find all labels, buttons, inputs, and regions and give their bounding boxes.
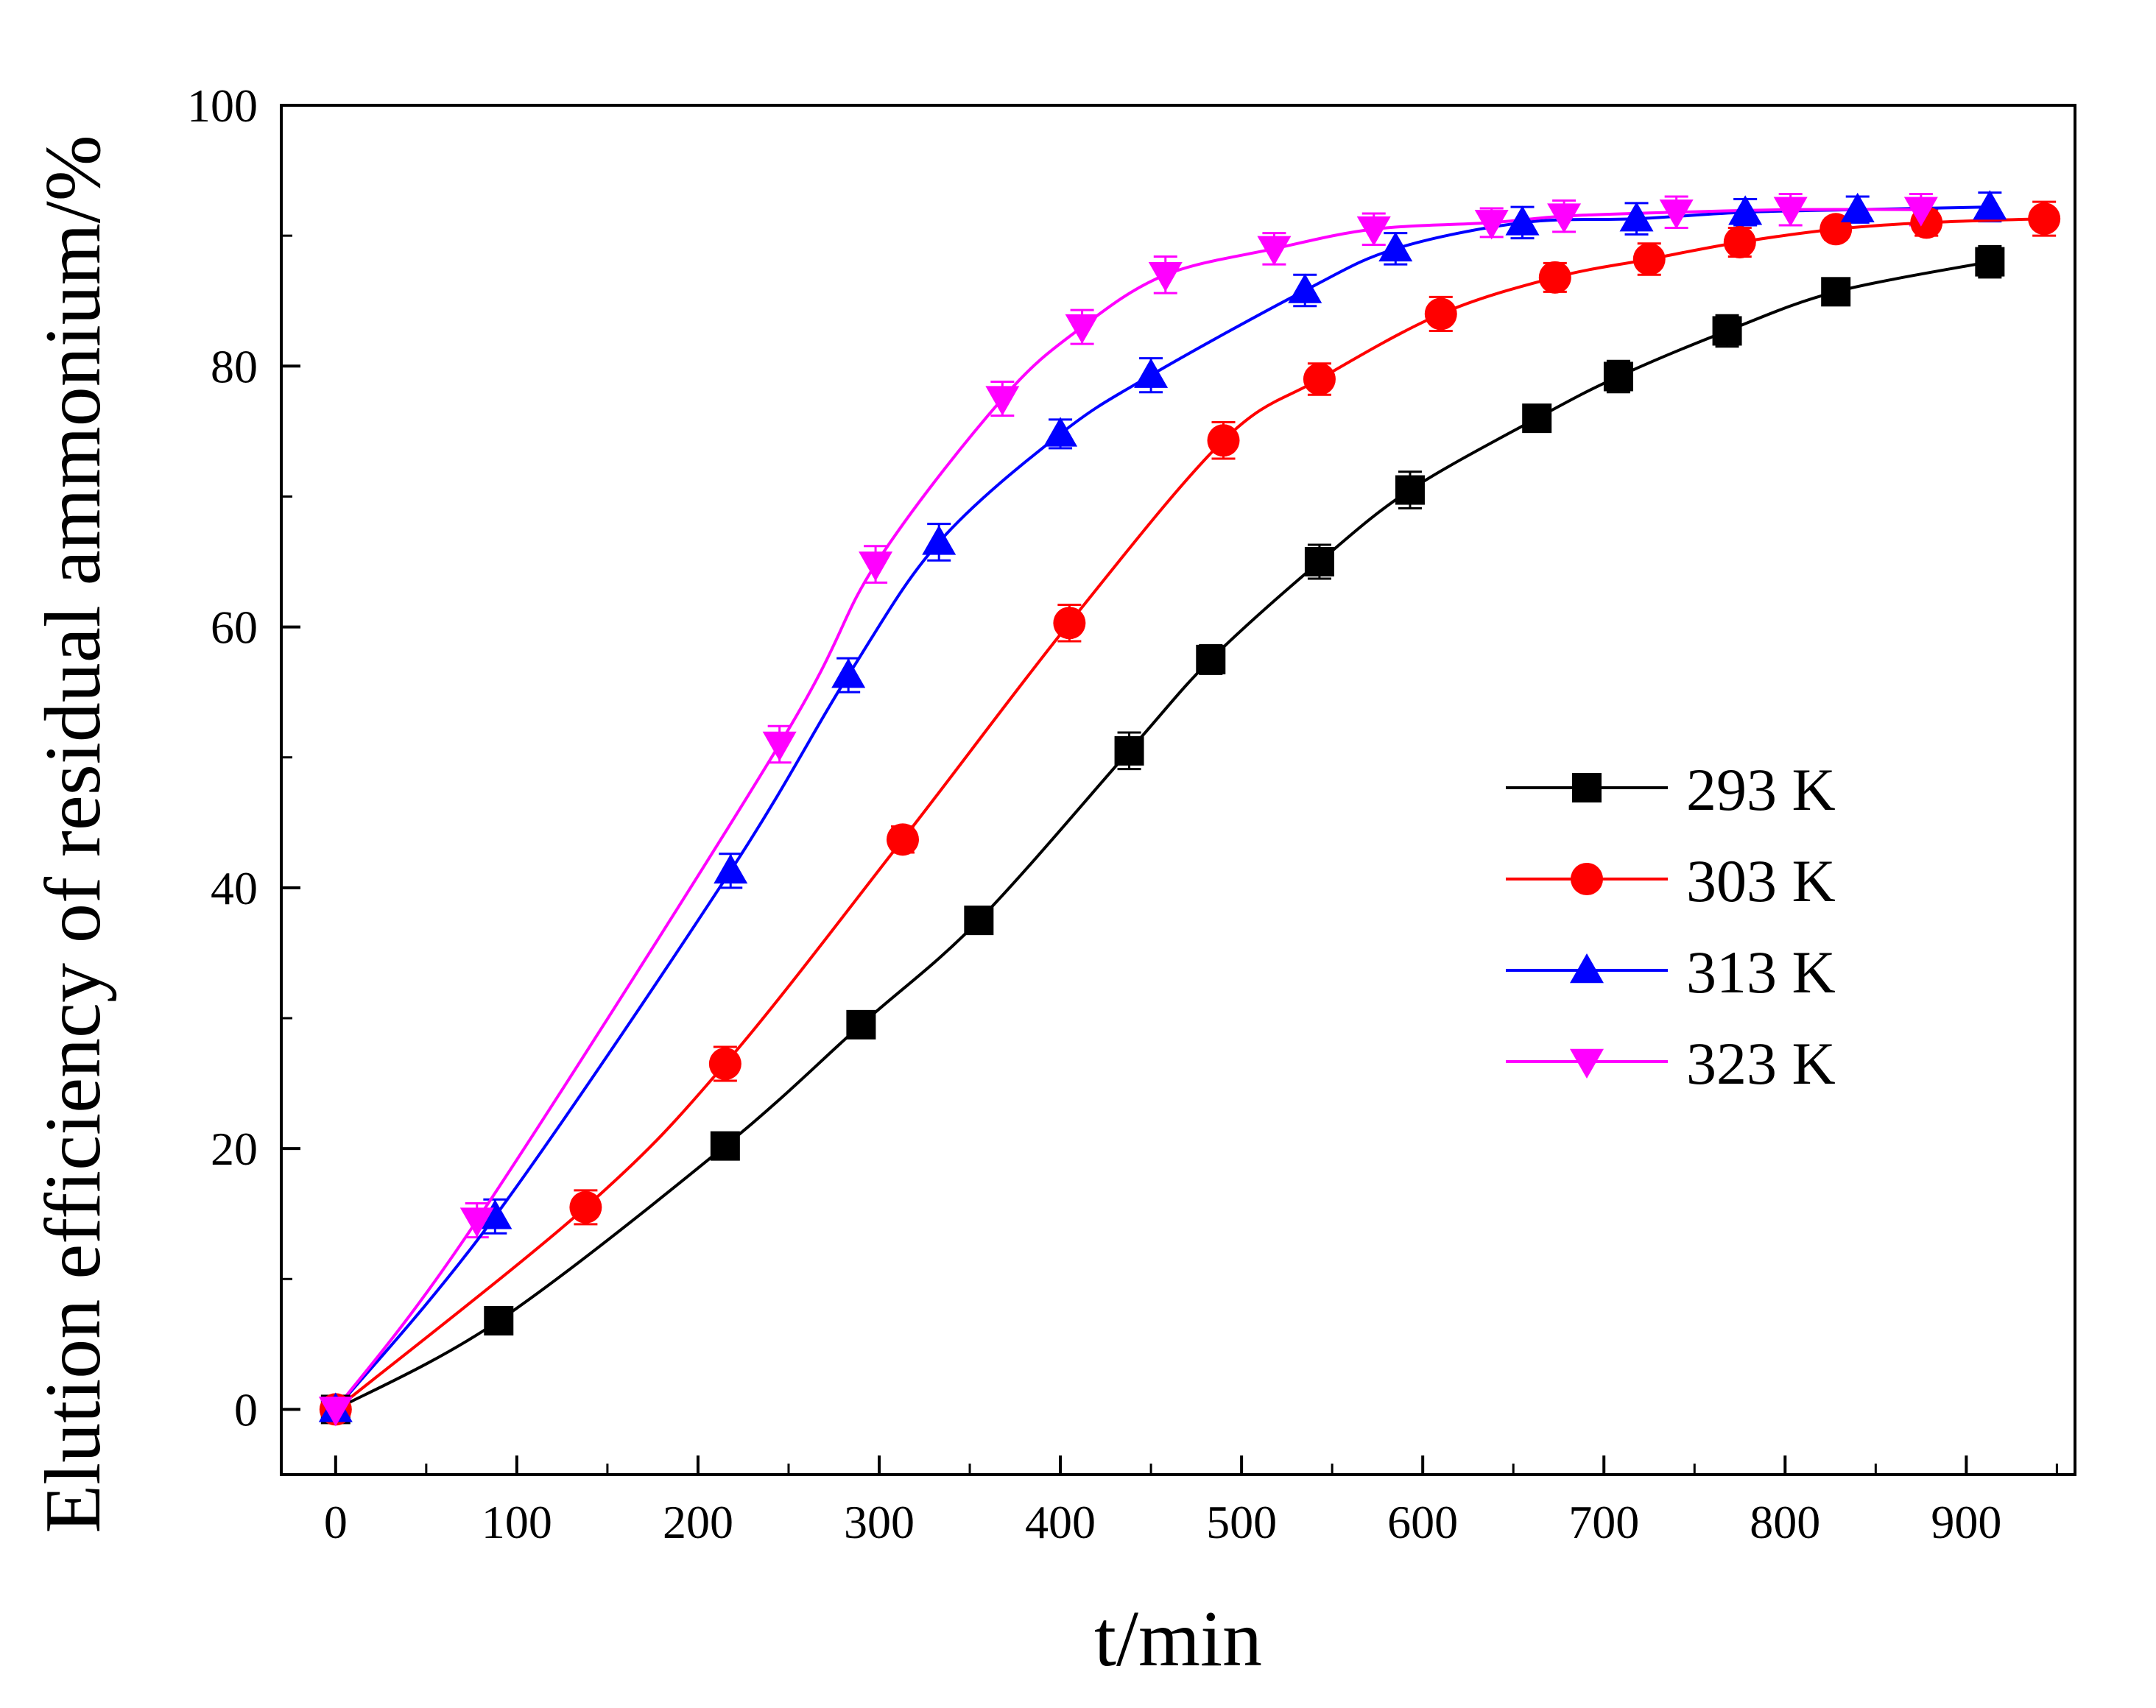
y-axis-title: Elution efficiency of residual ammonium/… [29,135,117,1534]
data-point-313-k [1840,192,1875,222]
data-point-293-k [1975,247,2005,277]
data-point-323-k [762,731,797,761]
legend: 293 K 303 K 313 K 323 K [1506,756,1836,1097]
data-point-303-k [569,1190,602,1224]
data-point-293-k [484,1305,514,1335]
y-tick-label: 20 [211,1123,258,1175]
data-point-323-k [1903,197,1938,227]
data-point-303-k [1723,226,1756,258]
series-line-313-k [334,205,1990,1411]
data-point-293-k [1395,475,1425,505]
data-point-313-k [714,853,748,884]
data-point-323-k [318,1397,353,1427]
legend-marker [1571,863,1603,895]
data-point-303-k [1053,607,1086,640]
legend-item-323-k: 323 K [1506,1030,1836,1097]
legend-item-303-k: 303 K [1506,847,1836,914]
data-point-323-k [1547,203,1582,233]
data-point-303-k [708,1048,741,1080]
legend-label: 303 K [1686,847,1836,914]
x-tick-label: 400 [1025,1496,1096,1548]
data-point-293-k [846,1009,876,1040]
data-point-313-k [1043,417,1078,447]
data-point-293-k [710,1131,740,1161]
x-tick-label: 500 [1206,1496,1277,1548]
data-point-293-k [1196,644,1226,674]
x-axis-ticks [334,1455,2058,1475]
data-markers [318,190,2061,1427]
y-tick-label: 40 [211,862,258,914]
legend-label: 313 K [1686,939,1836,1006]
data-point-323-k [1356,216,1391,247]
data-point-293-k [1114,735,1144,766]
legend-label: 323 K [1686,1030,1836,1097]
data-point-313-k [1619,202,1654,232]
data-point-313-k [1973,190,2007,220]
data-point-293-k [964,906,994,936]
series-line-303-k [334,217,2045,1411]
data-point-313-k [1378,231,1413,262]
data-point-313-k [922,525,957,555]
data-point-313-k [831,658,866,688]
data-point-323-k [1659,200,1694,230]
data-point-303-k [2028,202,2061,236]
y-tick-label: 100 [187,80,258,132]
legend-item-293-k: 293 K [1506,756,1836,823]
plot-border [280,104,2076,1476]
x-tick-label: 300 [844,1496,915,1548]
data-point-293-k [1603,361,1633,392]
legend-label: 293 K [1686,756,1836,823]
y-tick-label: 60 [211,601,258,654]
x-tick-label: 800 [1750,1496,1820,1548]
data-point-293-k [1712,316,1742,346]
y-axis-tick-labels: 0 20 40 60 80 100 [187,80,258,1436]
legend-marker [1570,953,1604,984]
x-tick-label: 100 [482,1496,552,1548]
data-point-293-k [1304,547,1334,576]
x-tick-label: 200 [663,1496,733,1548]
data-point-323-k [1773,197,1808,227]
x-axis-title: t/min [1094,1595,1262,1683]
data-point-303-k [1632,243,1666,276]
data-point-293-k [1522,403,1552,434]
data-point-303-k [1424,297,1457,331]
x-tick-label: 600 [1387,1496,1458,1548]
y-tick-label: 0 [234,1383,258,1436]
data-point-323-k [459,1207,494,1238]
y-tick-label: 80 [211,340,258,392]
data-point-323-k [985,386,1020,416]
data-point-303-k [1538,261,1571,294]
data-point-303-k [1303,363,1336,395]
legend-marker [1570,1048,1604,1079]
plot-frame [280,104,2076,1476]
x-tick-label: 700 [1568,1496,1639,1548]
x-axis-tick-labels: 0 100 200 300 400 500 600 700 800 900 [324,1496,2002,1548]
x-tick-label: 0 [324,1496,348,1548]
series-lines [334,205,2045,1411]
data-point-303-k [886,823,919,856]
data-point-313-k [1728,195,1763,225]
data-point-323-k [1065,314,1099,345]
data-point-303-k [1207,424,1240,457]
x-tick-label: 900 [1931,1496,2001,1548]
data-point-323-k [859,551,893,582]
legend-item-313-k: 313 K [1506,939,1836,1006]
data-point-313-k [1505,205,1540,236]
legend-marker [1572,773,1602,802]
data-point-293-k [1821,277,1851,307]
data-point-323-k [1474,210,1509,240]
data-point-323-k [1148,262,1183,292]
data-point-323-k [1257,236,1292,266]
data-point-313-k [478,1199,512,1229]
data-point-313-k [1134,358,1169,388]
data-point-313-k [1288,273,1322,303]
y-axis-ticks [281,104,300,1411]
